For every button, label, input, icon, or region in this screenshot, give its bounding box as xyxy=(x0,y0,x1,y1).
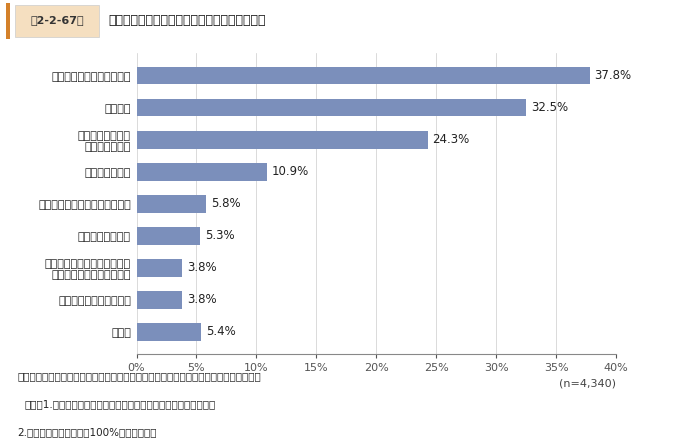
Bar xyxy=(136,99,526,117)
Bar xyxy=(136,195,206,213)
Text: 5.3%: 5.3% xyxy=(205,229,235,242)
Text: 3.8%: 3.8% xyxy=(187,261,216,274)
Text: （注）1.経営理念・ビジョンを明文化している企業に聞いたもの。: （注）1.経営理念・ビジョンを明文化している企業に聞いたもの。 xyxy=(25,399,216,409)
Text: 2.複数回答のため合計が100%とならない。: 2.複数回答のため合計が100%とならない。 xyxy=(18,427,157,437)
Text: 37.8%: 37.8% xyxy=(594,69,631,82)
Bar xyxy=(136,67,589,85)
Text: 32.5%: 32.5% xyxy=(531,101,568,114)
Text: (n=4,340): (n=4,340) xyxy=(559,378,616,389)
Bar xyxy=(6,4,10,39)
Text: 3.8%: 3.8% xyxy=(187,293,216,307)
Text: 5.4%: 5.4% xyxy=(206,326,236,338)
Text: 24.3%: 24.3% xyxy=(433,133,470,146)
Bar xyxy=(136,163,267,181)
Text: 10.9%: 10.9% xyxy=(272,165,309,178)
Text: 第2-2-67図: 第2-2-67図 xyxy=(31,15,84,25)
Text: 経営理念・ビジョンを策定した動機・きっかけ: 経営理念・ビジョンを策定した動機・きっかけ xyxy=(108,14,266,27)
Bar xyxy=(136,259,182,276)
Text: 資料：（株）東京商工リサーチ「中小企業の経営理念・経営戦略に関するアンケート」: 資料：（株）東京商工リサーチ「中小企業の経営理念・経営戦略に関するアンケート」 xyxy=(18,371,261,381)
Bar xyxy=(15,5,99,37)
Bar xyxy=(136,131,428,148)
Bar xyxy=(136,227,200,245)
Text: 5.8%: 5.8% xyxy=(211,197,240,210)
Bar xyxy=(136,291,182,309)
Bar xyxy=(136,323,201,341)
